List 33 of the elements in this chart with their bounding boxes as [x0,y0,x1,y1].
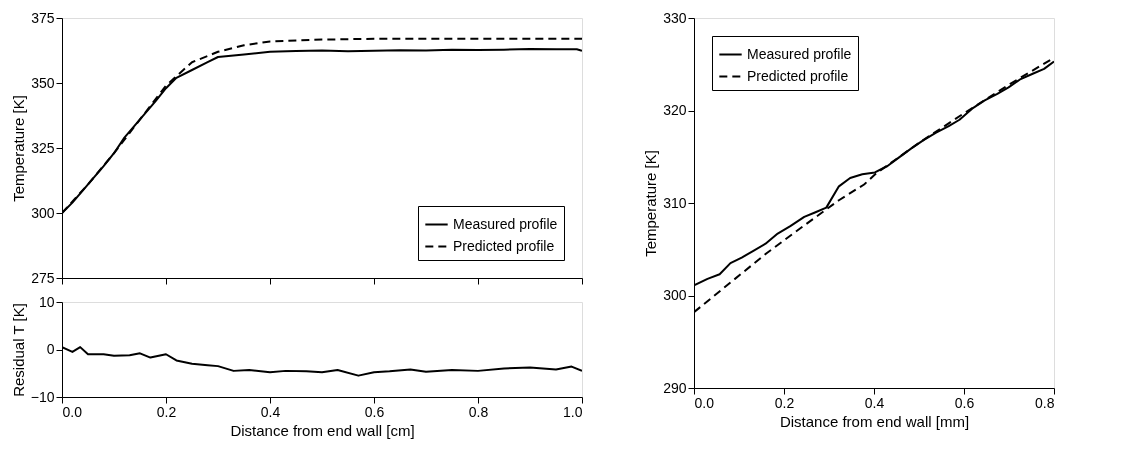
x-tick-label: 0.4 [260,403,281,420]
y-tick-label: 290 [663,379,687,396]
y-tick-label: −10 [30,388,55,405]
x-tick-label: 0.8 [468,403,489,420]
x-tick-label: 0.0 [62,403,83,420]
y-tick-label: 300 [31,204,55,221]
x-tick-label: 0.6 [954,394,975,411]
x-tick-label: 0.8 [1035,394,1055,411]
y-tick-label: 10 [38,293,55,310]
x-axis-title: Distance from end wall [mm] [779,412,970,430]
y-axis-title: Temperature [K] [10,95,28,202]
y-tick-label: 0 [46,341,55,357]
x-tick-label: 1.0 [563,403,583,420]
y-tick-label: 350 [31,74,55,91]
y-tick-label: 330 [663,9,687,26]
x-axis-title: Distance from end wall [cm] [230,421,415,439]
legend-label: Predicted profile [747,67,849,84]
y-tick-label: 275 [31,269,55,286]
x-tick-label: 0.6 [364,403,385,420]
y-tick-label: 300 [663,287,687,303]
y-axis-title: Residual T [K] [9,303,27,397]
y-tick-label: 375 [31,9,55,26]
legend-label: Predicted profile [453,237,555,254]
y-tick-label: 320 [663,102,687,118]
y-axis-title: Temperature [K] [642,150,660,257]
y-tick-label: 310 [663,194,687,211]
x-tick-label: 0.0 [694,394,715,411]
legend-label: Measured profile [453,215,558,232]
x-tick-label: 0.2 [774,394,795,411]
legend-label: Measured profile [747,45,852,62]
x-tick-label: 0.4 [864,394,885,411]
x-tick-label: 0.2 [156,403,177,420]
y-tick-label: 325 [31,139,55,156]
